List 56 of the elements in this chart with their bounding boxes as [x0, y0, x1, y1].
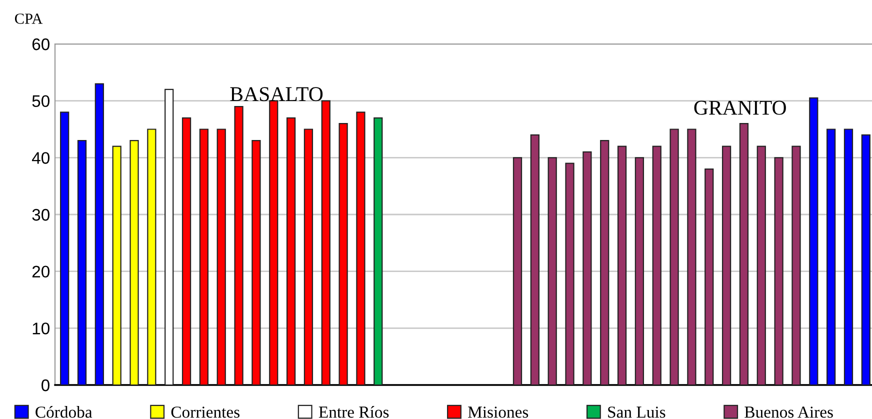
bar	[582, 151, 592, 385]
bar	[269, 100, 278, 385]
bar	[739, 123, 749, 385]
legend-label: Entre Ríos	[318, 406, 389, 418]
bar	[600, 140, 610, 385]
bar	[722, 146, 732, 385]
y-tick-label: 60	[32, 38, 50, 50]
bar	[199, 128, 209, 385]
bar	[356, 112, 366, 385]
bar	[652, 146, 662, 385]
bar	[634, 157, 644, 385]
y-axis-title: CPA	[14, 14, 43, 24]
y-tick-label: 30	[32, 208, 50, 221]
bar	[338, 123, 348, 385]
bar	[756, 146, 766, 385]
legend-label: San Luis	[608, 406, 666, 418]
y-tick-label: 0	[42, 379, 50, 392]
bar	[512, 157, 522, 385]
bar	[844, 128, 854, 385]
legend-label: Misiones	[468, 406, 528, 418]
bar	[77, 140, 87, 385]
bar	[60, 112, 70, 385]
bar	[826, 128, 836, 385]
legend-label: Buenos Aires	[744, 406, 833, 418]
bar	[374, 117, 383, 385]
bar	[774, 157, 784, 385]
bar	[704, 168, 714, 385]
bar	[565, 162, 574, 385]
annotation: GRANITO	[694, 100, 786, 115]
bar	[130, 140, 139, 385]
bar	[147, 128, 156, 385]
legend-label: Corrientes	[171, 406, 240, 418]
y-tick-label: 20	[32, 266, 50, 278]
bar	[286, 117, 296, 385]
y-tick-label: 50	[32, 95, 50, 108]
bar	[670, 128, 679, 385]
bar	[809, 97, 818, 385]
bar	[321, 100, 330, 385]
bar	[530, 134, 540, 385]
bar	[234, 106, 244, 385]
bar	[617, 146, 627, 385]
bar	[792, 146, 801, 385]
bar	[548, 157, 557, 385]
bar	[304, 128, 314, 385]
y-tick-label: 40	[32, 152, 50, 164]
bar	[861, 134, 870, 385]
bar	[182, 117, 192, 385]
bar	[687, 128, 696, 385]
bar	[112, 146, 122, 385]
bar	[216, 128, 226, 385]
y-tick-label: 10	[32, 322, 50, 334]
legend-label: Córdoba	[36, 406, 92, 418]
annotation: BASALTO	[230, 87, 323, 102]
bar	[94, 83, 104, 385]
bar	[252, 140, 261, 385]
bar	[164, 88, 174, 385]
